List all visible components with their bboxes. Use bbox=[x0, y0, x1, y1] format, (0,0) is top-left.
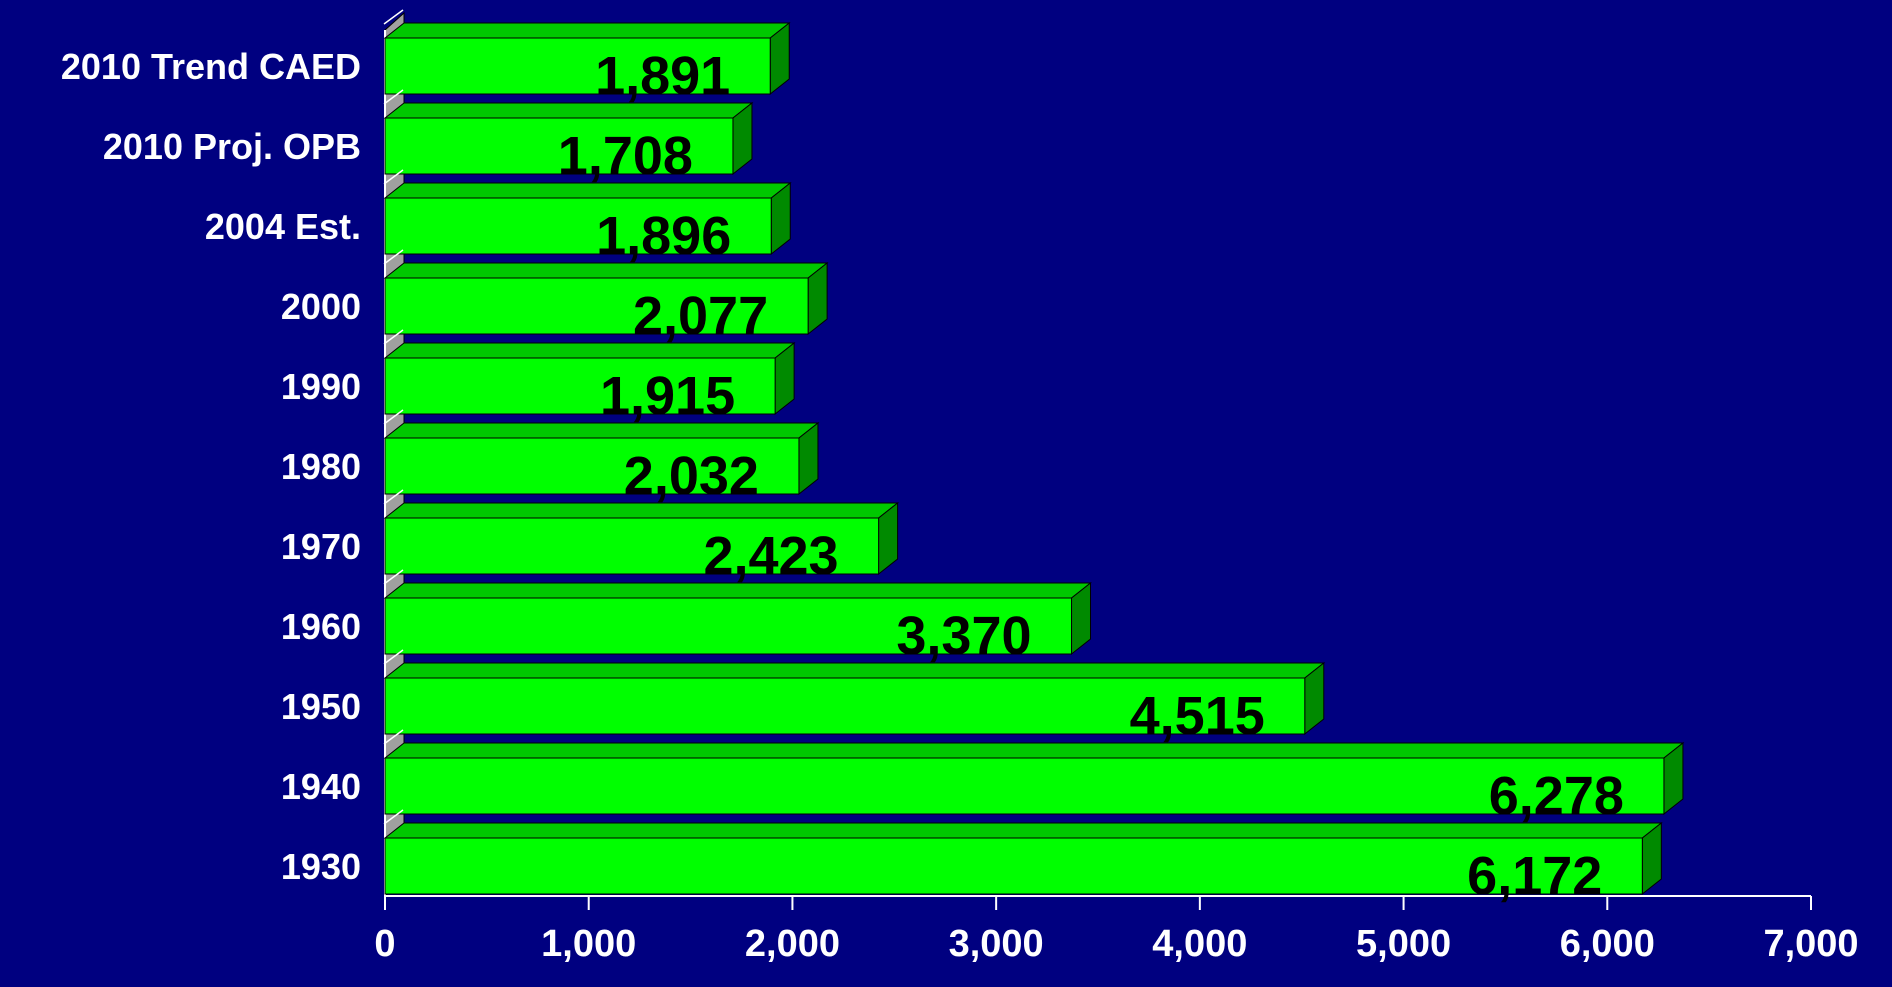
bar-value-label: 6,172 bbox=[1467, 846, 1602, 906]
bar bbox=[384, 677, 1306, 735]
bar bbox=[384, 757, 1665, 815]
y-tick-mark bbox=[383, 169, 404, 185]
bar-top-face bbox=[383, 742, 1685, 759]
bar-value-label: 1,708 bbox=[558, 126, 693, 186]
y-tick-mark bbox=[383, 649, 404, 665]
bar bbox=[384, 597, 1073, 655]
x-tick-label: 4,000 bbox=[1152, 923, 1247, 965]
bar bbox=[384, 837, 1643, 895]
y-tick-mark bbox=[383, 89, 404, 105]
bar-value-label: 6,278 bbox=[1489, 766, 1624, 826]
bar-value-label: 1,915 bbox=[600, 366, 735, 426]
bar-top-face bbox=[383, 22, 791, 39]
bar bbox=[384, 277, 809, 335]
bar bbox=[384, 357, 776, 415]
y-tick-mark bbox=[383, 569, 404, 585]
y-tick-mark bbox=[383, 729, 404, 745]
category-label: 1940 bbox=[281, 766, 361, 807]
bar-top-face bbox=[383, 662, 1326, 679]
x-tick-label: 3,000 bbox=[949, 923, 1044, 965]
bar-top-face bbox=[383, 342, 796, 359]
bar-top-face bbox=[383, 502, 900, 519]
x-tick-label: 1,000 bbox=[541, 923, 636, 965]
category-label: 1990 bbox=[281, 366, 361, 407]
bar-value-label: 2,077 bbox=[633, 286, 768, 346]
y-tick-mark bbox=[383, 809, 404, 825]
bar-value-label: 2,032 bbox=[624, 446, 759, 506]
category-label: 1970 bbox=[281, 526, 361, 567]
y-tick-mark bbox=[383, 489, 404, 505]
bar-top-face bbox=[383, 262, 829, 279]
y-tick-mark bbox=[383, 9, 404, 25]
bar-value-label: 3,370 bbox=[896, 606, 1031, 666]
bar bbox=[384, 197, 772, 255]
bar-value-label: 1,891 bbox=[595, 46, 730, 106]
bar-value-label: 2,423 bbox=[703, 526, 838, 586]
category-label: 2010 Proj. OPB bbox=[103, 126, 361, 167]
x-tick-label: 0 bbox=[374, 923, 395, 965]
x-tick-label: 2,000 bbox=[745, 923, 840, 965]
bar bbox=[384, 437, 800, 495]
bar-top-face bbox=[383, 822, 1663, 839]
y-tick-mark bbox=[383, 249, 404, 265]
category-label: 1980 bbox=[281, 446, 361, 487]
bar-top-face bbox=[383, 102, 754, 119]
category-label: 1930 bbox=[281, 846, 361, 887]
bar-value-label: 4,515 bbox=[1130, 686, 1265, 746]
category-label: 1960 bbox=[281, 606, 361, 647]
bar-top-face bbox=[383, 422, 820, 439]
bar bbox=[384, 37, 771, 95]
y-tick-mark bbox=[383, 409, 404, 425]
category-label: 2000 bbox=[281, 286, 361, 327]
bar-top-face bbox=[383, 582, 1092, 599]
bar-top-face bbox=[383, 182, 792, 199]
bar bbox=[384, 517, 880, 575]
category-label: 2010 Trend CAED bbox=[61, 46, 361, 87]
category-label: 2004 Est. bbox=[205, 206, 361, 247]
x-tick-label: 5,000 bbox=[1356, 923, 1451, 965]
y-tick-mark bbox=[383, 329, 404, 345]
bar bbox=[384, 117, 734, 175]
bar-value-label: 1,896 bbox=[596, 206, 731, 266]
category-label: 1950 bbox=[281, 686, 361, 727]
x-tick-label: 7,000 bbox=[1763, 923, 1858, 965]
x-tick-label: 6,000 bbox=[1560, 923, 1655, 965]
